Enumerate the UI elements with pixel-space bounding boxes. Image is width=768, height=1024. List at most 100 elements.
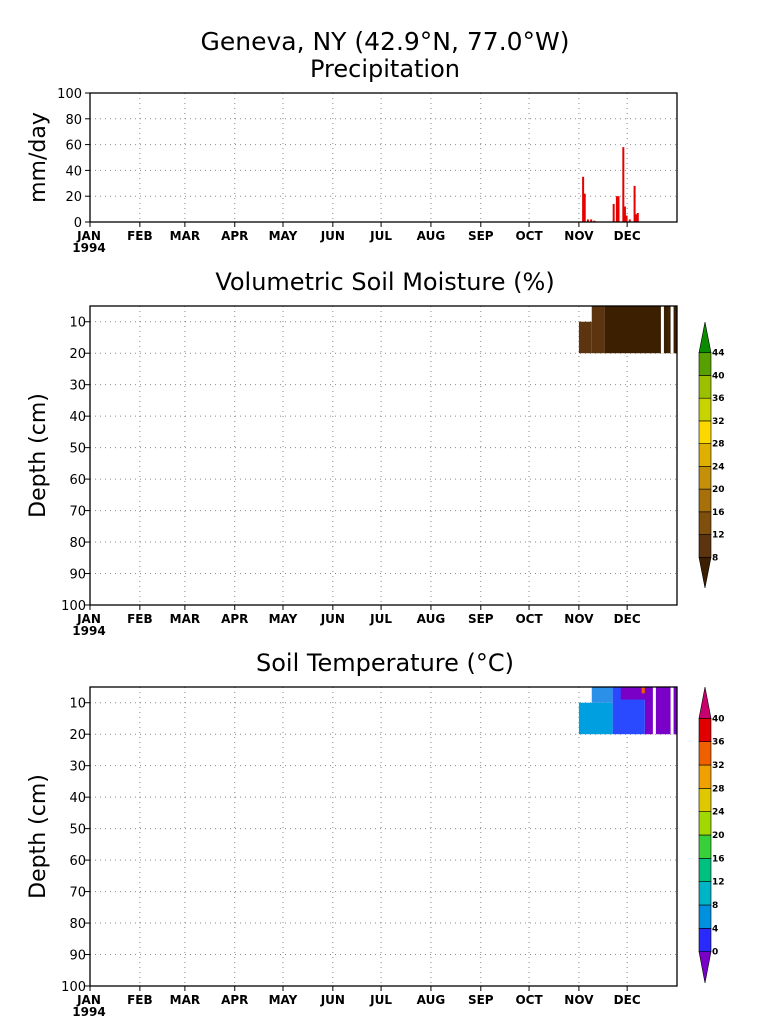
moisture-month-label-dec: DEC — [614, 612, 641, 626]
moisture-ytick-label: 10 — [69, 316, 86, 331]
temperature-ytick-label: 20 — [69, 728, 86, 743]
figure-title: Geneva, NY (42.9°N, 77.0°W) — [200, 27, 569, 56]
temperature-colorbar-label: 8 — [712, 901, 718, 911]
precip-bar — [633, 185, 636, 222]
temperature-ytick-label: 50 — [69, 823, 86, 838]
moisture-month-label-oct: OCT — [515, 612, 543, 626]
moisture-colorbar-cell — [698, 556, 712, 589]
temperature-colorbar-cell — [698, 811, 712, 836]
temperature-colorbar-label: 24 — [712, 808, 725, 818]
moisture-month-label-apr: APR — [221, 612, 248, 626]
temperature-colorbar-cell — [698, 904, 712, 929]
precip-bar — [582, 176, 585, 222]
moisture-cell — [604, 306, 669, 354]
precip-ytick-label: 0 — [74, 216, 82, 231]
temperature-month-label-sep: SEP — [468, 993, 494, 1007]
temperature-gap — [670, 687, 674, 735]
moisture-month-label-aug: AUG — [417, 612, 446, 626]
temperature-colorbar-cell — [698, 764, 712, 789]
temperature-month-label-jun: JUN — [320, 993, 345, 1007]
temperature-colorbar-cell — [698, 951, 712, 984]
temperature-colorbar-cell — [698, 834, 712, 859]
moisture-colorbar-label: 32 — [712, 417, 725, 427]
precip-month-label-jul: JUL — [369, 229, 392, 243]
moisture-cell — [591, 306, 605, 354]
precip-bar — [623, 206, 626, 222]
temperature-cell — [641, 687, 645, 694]
temperature-month-label-dec: DEC — [614, 993, 641, 1007]
precip-bar — [590, 219, 593, 222]
precip-title: Precipitation — [310, 55, 460, 83]
moisture-month-label-jan: JAN — [76, 612, 101, 626]
temperature-colorbar-label: 36 — [712, 738, 725, 748]
moisture-ylabel: Depth (cm) — [26, 393, 51, 518]
temperature-month-label-aug: AUG — [417, 993, 446, 1007]
precip-bar — [636, 212, 639, 222]
temperature-colorbar-cell — [698, 718, 712, 742]
temperature-ytick-label: 80 — [69, 917, 86, 932]
moisture-year-label: 1994 — [72, 624, 105, 638]
moisture-gap — [660, 306, 664, 354]
precip-month-label-jan: JAN — [76, 229, 101, 243]
moisture-month-label-jul: JUL — [369, 612, 392, 626]
moisture-ytick-label: 100 — [61, 599, 86, 614]
moisture-title: Volumetric Soil Moisture (%) — [215, 268, 554, 296]
moisture-month-label-feb: FEB — [127, 612, 153, 626]
precip-month-label-dec: DEC — [614, 229, 641, 243]
precip-month-label-feb: FEB — [127, 229, 153, 243]
moisture-colorbar-label: 24 — [712, 462, 725, 472]
temperature-ytick-label: 10 — [69, 697, 86, 712]
precip-month-label-oct: OCT — [515, 229, 543, 243]
temperature-gap — [652, 687, 656, 735]
precip-ytick-label: 80 — [65, 113, 82, 128]
moisture-colorbar-cell — [698, 466, 712, 490]
temperature-cell — [578, 702, 613, 735]
precip-month-label-sep: SEP — [468, 229, 494, 243]
temperature-cell — [591, 687, 613, 703]
temperature-colorbar-label: 4 — [712, 924, 718, 934]
precip-ytick-label: 60 — [65, 139, 82, 154]
moisture-frame — [89, 305, 678, 606]
moisture-ytick-label: 50 — [69, 442, 86, 457]
precip-bar — [635, 214, 638, 222]
precip-ytick-label: 40 — [65, 164, 82, 179]
moisture-ytick-label: 20 — [69, 347, 86, 362]
moisture-colorbar-label: 20 — [712, 485, 725, 495]
temperature-colorbar-cell — [698, 928, 712, 952]
precip-month-label-jun: JUN — [320, 229, 345, 243]
precip-bar — [586, 219, 589, 222]
precip-year-label: 1994 — [72, 241, 105, 255]
precip-bar — [612, 203, 615, 222]
moisture-gap — [670, 306, 674, 354]
precip-bar — [628, 219, 631, 222]
precip-month-label-aug: AUG — [417, 229, 446, 243]
temperature-colorbar-label: 28 — [712, 784, 725, 794]
moisture-colorbar-cell — [698, 534, 712, 558]
temperature-colorbar-label: 40 — [712, 714, 725, 724]
moisture-ytick-label: 80 — [69, 536, 86, 551]
moisture-colorbar-label: 36 — [712, 394, 725, 404]
temperature-colorbar-label: 16 — [712, 854, 725, 864]
temperature-month-label-jul: JUL — [369, 993, 392, 1007]
moisture-colorbar-cell — [698, 321, 712, 354]
moisture-colorbar-label: 40 — [712, 371, 725, 381]
moisture-colorbar-cell — [698, 352, 712, 376]
precip-bar — [625, 215, 628, 222]
temperature-title: Soil Temperature (°C) — [256, 649, 514, 677]
moisture-colorbar-cell — [698, 397, 712, 422]
temperature-colorbar-label: 32 — [712, 761, 725, 771]
temperature-colorbar-label: 12 — [712, 878, 725, 888]
temperature-ytick-label: 60 — [69, 854, 86, 869]
precip-bar — [622, 147, 625, 222]
precip-frame — [89, 92, 678, 223]
precip-month-label-mar: MAR — [170, 229, 200, 243]
precip-ylabel: mm/day — [26, 112, 51, 203]
moisture-colorbar-label: 16 — [712, 508, 725, 518]
temperature-month-label-feb: FEB — [127, 993, 153, 1007]
moisture-month-label-may: MAY — [269, 612, 298, 626]
moisture-month-label-mar: MAR — [170, 612, 200, 626]
temperature-month-label-apr: APR — [221, 993, 248, 1007]
precip-month-label-may: MAY — [269, 229, 298, 243]
